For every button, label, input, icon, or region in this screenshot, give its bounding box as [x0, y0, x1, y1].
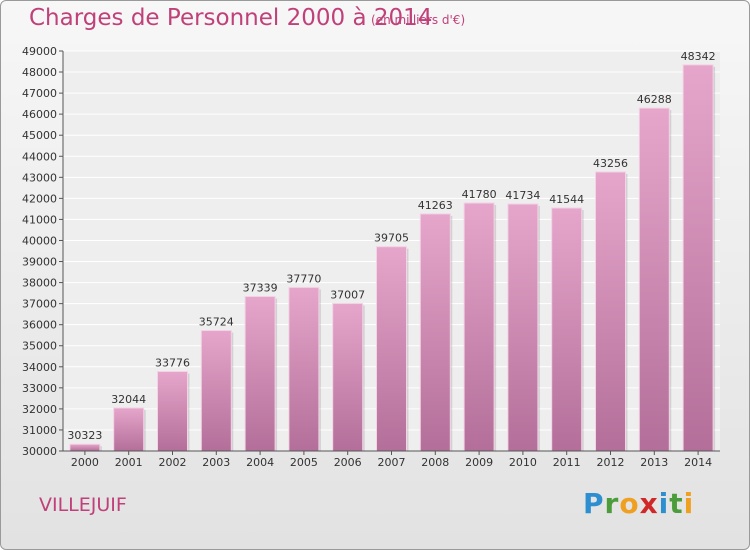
y-tick-label: 41000	[22, 213, 57, 226]
bar-2003	[200, 329, 232, 452]
data-label: 32044	[111, 393, 146, 406]
data-label: 37339	[243, 281, 278, 294]
y-tick-label: 40000	[22, 234, 57, 247]
axes	[59, 50, 720, 455]
y-tick-label: 49000	[22, 45, 57, 58]
y-tick-label: 30000	[22, 445, 57, 458]
y-tick-label: 38000	[22, 277, 57, 290]
data-label: 43256	[593, 157, 628, 170]
bar-2004	[244, 295, 276, 452]
bar-2012	[595, 171, 626, 452]
logo-letter: o	[619, 487, 640, 520]
bar-2002	[157, 371, 188, 452]
bars	[69, 64, 716, 452]
x-tick-label: 2002	[159, 456, 187, 469]
data-label: 35724	[199, 315, 234, 328]
x-tick-label: 2009	[465, 456, 493, 469]
x-tick-label: 2014	[684, 456, 712, 469]
y-tick-label: 42000	[22, 192, 57, 205]
data-label: 46288	[637, 93, 672, 106]
x-tick-label: 2012	[597, 456, 625, 469]
x-tick-label: 2005	[290, 456, 318, 469]
x-tick-label: 2004	[246, 456, 274, 469]
y-tick-label: 32000	[22, 403, 57, 416]
bar-2014	[682, 64, 714, 452]
y-tick-label: 31000	[22, 424, 57, 437]
data-label: 37770	[286, 272, 321, 285]
bar-2010	[507, 203, 539, 452]
data-label: 41544	[549, 193, 584, 206]
x-tick-label: 2008	[421, 456, 449, 469]
y-tick-label: 35000	[22, 340, 57, 353]
city-name: VILLEJUIF	[39, 494, 127, 516]
chart-title: Charges de Personnel 2000 à 2014	[29, 5, 433, 31]
bar-2000	[69, 443, 101, 452]
bar-2013	[638, 107, 670, 452]
logo-letter: i	[683, 487, 695, 520]
data-label: 39705	[374, 232, 409, 245]
y-tick-label: 39000	[22, 256, 57, 269]
y-tick-label: 33000	[22, 382, 57, 395]
bar-2011	[551, 207, 583, 452]
bar-2008	[419, 213, 451, 452]
x-tick-label: 2007	[378, 456, 406, 469]
y-tick-label: 45000	[22, 129, 57, 142]
logo-letter: P	[583, 487, 605, 520]
logo-letter: i	[658, 487, 670, 520]
x-tick-label: 2006	[334, 456, 362, 469]
x-tick-label: 2000	[71, 456, 99, 469]
bar-2006	[332, 302, 364, 452]
chart-subtitle: (en milliers d'€)	[371, 13, 466, 27]
y-tick-label: 44000	[22, 150, 57, 163]
y-tick-label: 46000	[22, 108, 57, 121]
y-tick-label: 43000	[22, 171, 57, 184]
data-label: 41734	[505, 189, 540, 202]
y-tick-label: 37000	[22, 298, 57, 311]
data-label: 41780	[462, 188, 497, 201]
x-tick-label: 2011	[553, 456, 581, 469]
x-tick-label: 2003	[202, 456, 230, 469]
data-label: 41263	[418, 199, 453, 212]
y-tick-label: 36000	[22, 319, 57, 332]
bar-2001	[113, 407, 145, 452]
x-tick-label: 2010	[509, 456, 537, 469]
data-label: 37007	[330, 288, 365, 301]
y-tick-label: 47000	[22, 87, 57, 100]
proxiti-logo[interactable]: Proxiti	[583, 487, 694, 520]
x-tick-label: 2001	[115, 456, 143, 469]
x-tick-label: 2013	[640, 456, 668, 469]
data-label: 30323	[67, 429, 102, 442]
y-tick-label: 34000	[22, 361, 57, 374]
y-tick-label: 48000	[22, 66, 57, 79]
labels: 30000 31000 32000 33000 34000 35000 36000 37000…	[22, 45, 716, 469]
bar-2007	[376, 246, 407, 452]
data-label: 48342	[681, 50, 716, 63]
logo-letter: r	[604, 487, 620, 520]
logo-letter: t	[669, 487, 684, 520]
data-label: 33776	[155, 357, 190, 370]
bar-2009	[463, 202, 495, 452]
logo-letter: x	[639, 487, 659, 520]
bar-2005	[288, 286, 320, 452]
